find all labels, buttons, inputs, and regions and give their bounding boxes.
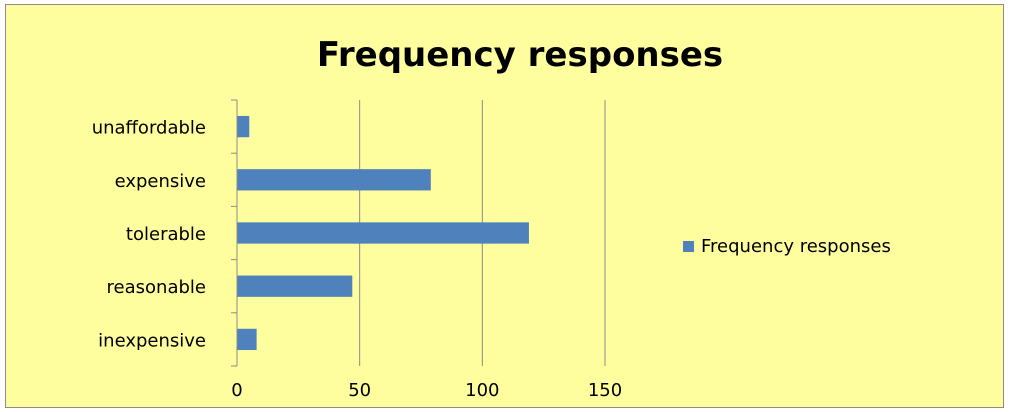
category-labels: unaffordable expensive tolerable reasonable… [92,118,206,352]
x-tick-label: 0 [231,380,242,401]
x-tick-label: 50 [348,380,371,401]
x-tick-labels: 0 50 100 150 [231,380,622,401]
axes [231,99,238,367]
bar-inexpensive [237,328,257,351]
legend: Frequency responses [683,236,891,257]
bar-tolerable [237,222,529,244]
x-tick-label: 150 [588,380,622,401]
bars-group [237,115,529,351]
chart-frame [5,4,1004,408]
chart-title: Frequency responses [317,35,723,75]
category-label: inexpensive [98,330,206,351]
category-label: tolerable [126,224,206,245]
x-tick-label: 100 [465,380,499,401]
category-label: reasonable [107,277,206,298]
bar-reasonable [237,275,353,297]
category-label: expensive [115,171,206,192]
legend-swatch [683,241,694,252]
legend-label: Frequency responses [701,236,891,257]
category-label: unaffordable [92,118,206,139]
bar-expensive [237,169,431,191]
bar-unaffordable [237,115,250,138]
